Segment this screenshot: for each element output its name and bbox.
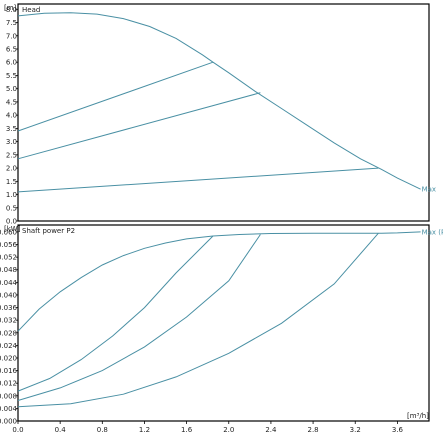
panel-title: Shaft power P2	[22, 227, 75, 235]
curve-end-label: Max	[422, 186, 436, 194]
y-tick-label: 0.0	[6, 218, 17, 226]
y-tick-label: 5.5	[6, 72, 17, 80]
x-tick-label: 1.6	[181, 426, 193, 434]
plot-frame	[17, 3, 430, 222]
x-tick-label: 2.4	[265, 426, 277, 434]
series-line-4	[17, 167, 379, 193]
x-tick-label: 3.2	[350, 426, 361, 434]
y-tick-label: 7.5	[6, 19, 17, 27]
series-line-2	[17, 235, 214, 392]
y-tick-label: 2.5	[6, 151, 17, 159]
y-tick-label: 0.056	[0, 241, 18, 249]
x-tick-label: 0.8	[97, 426, 108, 434]
y-tick-label: 4.0	[6, 112, 17, 120]
y-tick-label: 0.008	[0, 392, 17, 400]
y-tick-label: 0.040	[0, 291, 17, 299]
x-tick-label: 0.0	[12, 426, 23, 434]
y-tick-label: 0.032	[0, 317, 17, 325]
y-tick-label: 0.000	[0, 418, 17, 426]
x-tick-label: 3.6	[392, 426, 404, 434]
x-tick-label: 1.2	[139, 426, 150, 434]
y-tick-label: 0.060	[0, 228, 17, 236]
y-tick-label: 2.0	[6, 165, 17, 173]
y-tick-label: 3.0	[6, 138, 17, 146]
y-tick-label: 4.5	[6, 98, 17, 106]
y-tick-label: 8.0	[6, 6, 17, 14]
y-tick-label: 0.012	[0, 380, 17, 388]
chart-panel-power: 0.000 0.004 0.008 0.012 0.016 0.020 0.024 0.028…	[0, 224, 443, 434]
y-tick-label: 5.0	[6, 85, 17, 93]
x-axis-unit-label: [m³/h]	[407, 412, 429, 420]
y-tick-label: 0.052	[0, 254, 17, 262]
y-axis-unit-label: [kW]	[4, 225, 21, 233]
y-tick-label: 0.016	[0, 367, 18, 375]
y-tick-label: 0.020	[0, 354, 17, 362]
y-tick-label: 1.5	[6, 178, 17, 186]
plot-frame	[17, 224, 430, 422]
x-tick-label: 2.0	[223, 426, 234, 434]
y-tick-label: 3.5	[6, 125, 17, 133]
y-tick-label: 6.0	[6, 59, 17, 67]
series-line-3	[17, 92, 261, 160]
y-tick-label: 0.024	[0, 342, 18, 350]
y-axis-unit-label: [m]	[4, 4, 17, 12]
y-tick-label: 0.048	[0, 266, 17, 274]
series-line-3	[17, 234, 261, 401]
x-tick-label: 2.8	[308, 426, 319, 434]
y-tick-label: 1.0	[6, 191, 17, 199]
panel-title: Head	[22, 6, 40, 14]
chart-panel-head: 0.0 0.5 1.0 1.5 2.0 2.5 3.0 3.5 4.0 4.5 5.0 5.5 6.0 6…	[4, 3, 436, 226]
series-line-1	[17, 12, 421, 190]
x-tick-label: 0.4	[55, 426, 67, 434]
y-tick-label: 0.036	[0, 304, 18, 312]
series-line-1	[17, 231, 421, 332]
y-tick-label: 6.5	[6, 45, 17, 53]
y-tick-label: 0.5	[6, 204, 17, 212]
series-line-2	[17, 61, 214, 132]
y-tick-label: 0.028	[0, 329, 17, 337]
y-tick-label: 7.0	[6, 32, 17, 40]
curve-end-label: Max (P2)	[422, 228, 443, 236]
y-tick-label: 0.044	[0, 279, 18, 287]
series-line-4	[17, 232, 379, 408]
y-tick-label: 0.004	[0, 405, 18, 413]
